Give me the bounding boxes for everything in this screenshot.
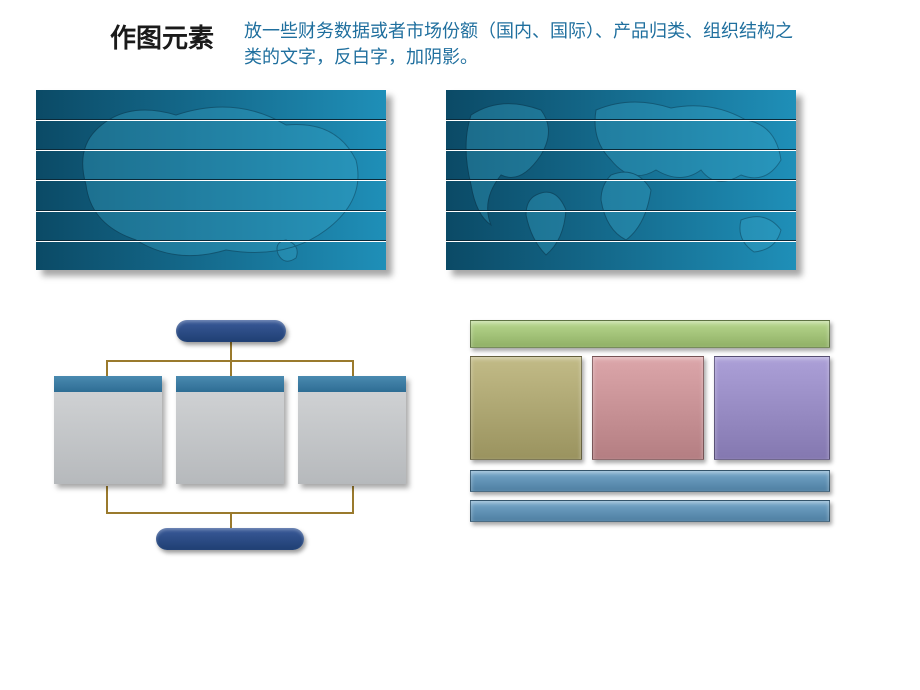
org-connector [106, 486, 108, 512]
bottom-row [0, 270, 920, 570]
dashboard [470, 320, 830, 530]
org-box [298, 376, 406, 484]
dashboard-cell-1 [592, 356, 704, 460]
dashboard-bottom-bar-0 [470, 470, 830, 492]
org-top-pill [176, 320, 286, 342]
org-box [176, 376, 284, 484]
org-connector [352, 486, 354, 512]
org-connector [230, 360, 232, 376]
page-description: 放一些财务数据或者市场份额（国内、国际）、产品归类、组织结构之类的文字，反白字，… [244, 18, 804, 70]
china-map-panel [36, 90, 386, 270]
org-connector [106, 360, 108, 376]
org-connector [230, 342, 232, 360]
org-bottom-pill [156, 528, 304, 550]
org-box [54, 376, 162, 484]
header: 作图元素 放一些财务数据或者市场份额（国内、国际）、产品归类、组织结构之类的文字… [0, 0, 920, 70]
map-row [0, 70, 920, 270]
org-connector [352, 360, 354, 376]
org-connector [230, 512, 232, 528]
dashboard-cell-2 [714, 356, 830, 460]
china-map-gridlines [36, 90, 386, 270]
dashboard-bottom-bar-1 [470, 500, 830, 522]
world-map-panel [446, 90, 796, 270]
page-title: 作图元素 [110, 18, 214, 55]
world-map-gridlines [446, 90, 796, 270]
org-chart [36, 320, 426, 570]
dashboard-cell-0 [470, 356, 582, 460]
dashboard-top-bar [470, 320, 830, 348]
